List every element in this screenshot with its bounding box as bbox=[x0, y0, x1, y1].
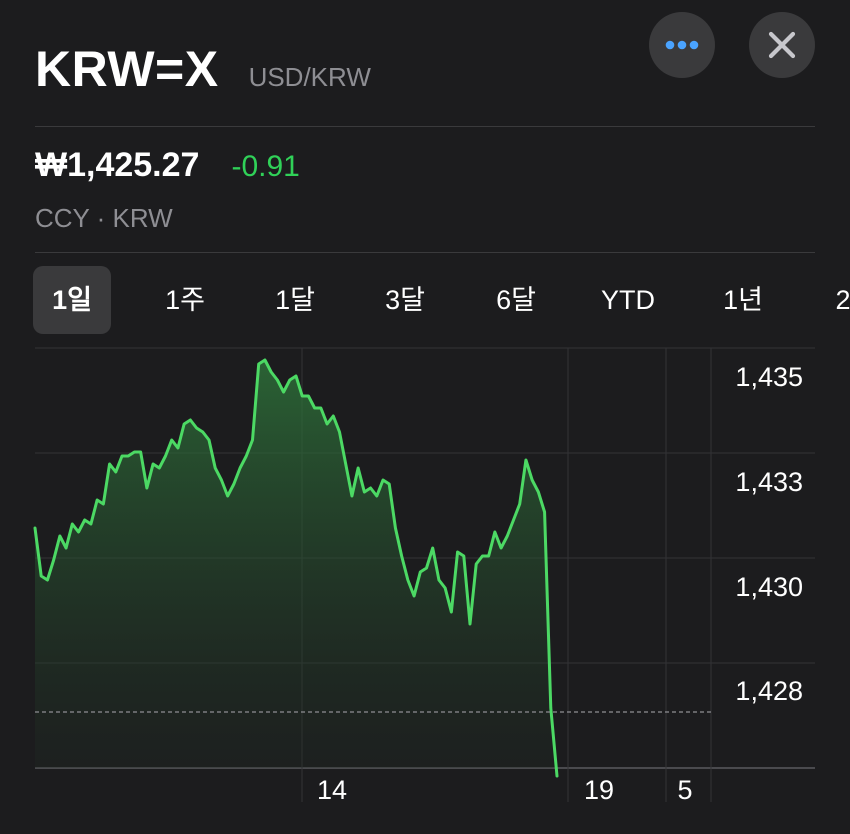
range-tabs: 1일 1주 1달 3달 6달 YTD 1년 2 bbox=[33, 266, 850, 334]
y-tick-label: 1,430 bbox=[735, 572, 803, 602]
ellipsis-icon bbox=[665, 40, 699, 50]
quote-divider bbox=[35, 252, 815, 253]
price-area bbox=[35, 360, 557, 776]
range-tab-3m[interactable]: 3달 bbox=[385, 285, 425, 315]
y-tick-label: 1,433 bbox=[735, 467, 803, 497]
ticker-symbol: KRW=X bbox=[35, 41, 219, 97]
header: KRW=X USD/KRW bbox=[35, 40, 371, 98]
y-tick-label: 1,435 bbox=[735, 362, 803, 392]
range-tab-ytd[interactable]: YTD bbox=[601, 285, 655, 315]
close-icon bbox=[768, 31, 796, 59]
range-tab-2y[interactable]: 2 bbox=[835, 285, 850, 315]
range-tab-1m[interactable]: 1달 bbox=[275, 285, 315, 315]
range-tab-1d[interactable]: 1일 bbox=[33, 266, 111, 334]
x-tick-label: 14 bbox=[317, 775, 347, 805]
close-button[interactable] bbox=[749, 12, 815, 78]
header-divider bbox=[35, 126, 815, 127]
quote-row: ₩1,425.27 -0.91 bbox=[35, 146, 300, 185]
currency-pair: USD/KRW bbox=[248, 62, 371, 92]
price-line bbox=[33, 358, 559, 778]
x-tick-label: 19 bbox=[584, 775, 614, 805]
range-tab-1w[interactable]: 1주 bbox=[165, 285, 205, 315]
exchange-label: CCY · KRW bbox=[35, 203, 173, 233]
x-tick-label: 5 bbox=[677, 775, 692, 805]
current-price: ₩1,425.27 bbox=[35, 146, 200, 184]
range-tab-6m[interactable]: 6달 bbox=[496, 285, 536, 315]
price-change: -0.91 bbox=[231, 150, 300, 183]
range-tab-1y[interactable]: 1년 bbox=[723, 285, 763, 315]
more-button[interactable] bbox=[649, 12, 715, 78]
y-tick-label: 1,428 bbox=[735, 676, 803, 706]
